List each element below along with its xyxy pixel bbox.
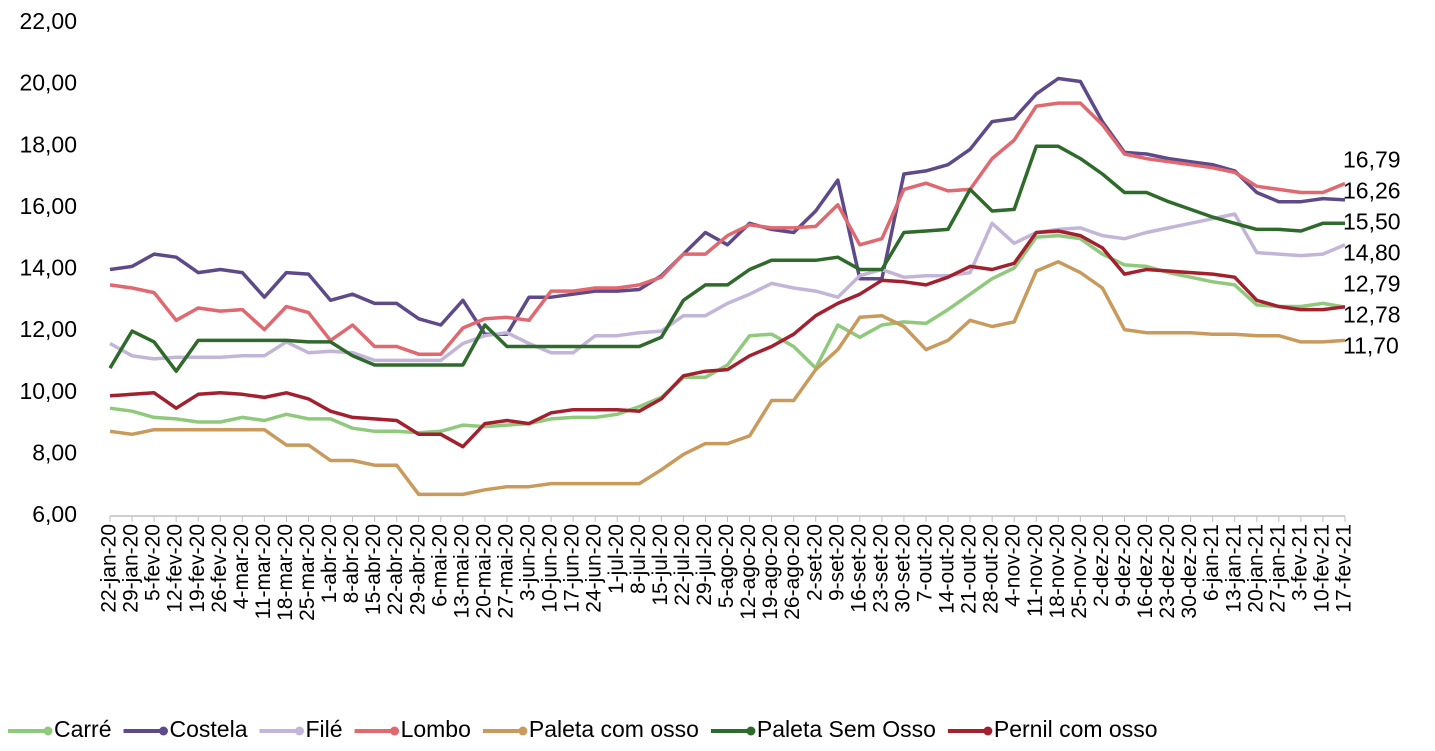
x-tick-label: 8-abr-20 bbox=[340, 524, 363, 603]
x-tick-label: 3-fev-21 bbox=[1288, 524, 1311, 601]
x-tick-label: 8-jul-20 bbox=[627, 524, 650, 594]
x-tick-label: 26-fev-20 bbox=[208, 524, 231, 613]
x-tick-label: 23-dez-20 bbox=[1156, 524, 1179, 619]
x-tick-label: 1-jul-20 bbox=[605, 524, 628, 594]
x-tick-label: 23-set-20 bbox=[869, 524, 892, 613]
x-tick-label: 29-abr-20 bbox=[406, 524, 429, 615]
x-tick-label: 15-jul-20 bbox=[649, 524, 672, 606]
legend-marker bbox=[518, 726, 528, 736]
x-tick-label: 19-ago-20 bbox=[759, 524, 782, 620]
x-tick-label: 4-nov-20 bbox=[1002, 524, 1025, 607]
x-tick-label: 4-mar-20 bbox=[230, 524, 253, 609]
end-label: 12,78 bbox=[1343, 302, 1401, 328]
x-tick-label: 12-fev-20 bbox=[164, 524, 187, 613]
x-tick-label: 24-jun-20 bbox=[583, 524, 606, 613]
end-label: 11,70 bbox=[1343, 333, 1399, 359]
series-line bbox=[108, 144, 1345, 373]
legend-marker bbox=[295, 726, 304, 736]
legend-marker bbox=[746, 726, 756, 736]
y-tick-label: 22,00 bbox=[19, 8, 77, 34]
x-tick-label: 27-mai-20 bbox=[495, 524, 518, 619]
x-tick-label: 20-jan-21 bbox=[1244, 524, 1267, 613]
x-tick-label: 30-set-20 bbox=[891, 524, 914, 613]
legend-label: Paleta com osso bbox=[529, 716, 699, 742]
x-tick-label: 16-dez-20 bbox=[1134, 524, 1157, 619]
x-tick-label: 21-out-20 bbox=[958, 524, 981, 614]
legend-marker bbox=[983, 726, 993, 736]
series-line bbox=[109, 233, 1346, 435]
x-tick-label: 12-ago-20 bbox=[737, 524, 760, 620]
x-tick-label: 15-abr-20 bbox=[362, 524, 385, 615]
x-tick-label: 1-abr-20 bbox=[318, 524, 341, 603]
x-tick-label: 22-abr-20 bbox=[384, 524, 407, 615]
x-tick-label: 13-jan-21 bbox=[1222, 524, 1245, 613]
x-tick-label: 29-jul-20 bbox=[693, 524, 716, 606]
legend-label: Paleta Sem Osso bbox=[757, 716, 936, 742]
x-tick-label: 16-set-20 bbox=[847, 524, 870, 613]
x-tick-label: 5-ago-20 bbox=[715, 524, 738, 608]
series-line bbox=[109, 229, 1346, 449]
x-tick-label: 30-dez-20 bbox=[1178, 524, 1201, 619]
series-line bbox=[109, 212, 1346, 363]
x-tick-label: 17-jun-20 bbox=[561, 524, 584, 613]
legend-marker bbox=[159, 726, 169, 736]
x-tick-label: 9-dez-20 bbox=[1112, 524, 1135, 607]
legend-label: Costela bbox=[170, 716, 248, 742]
y-tick-label: 10,00 bbox=[19, 378, 77, 404]
x-tick-label: 20-mai-20 bbox=[472, 524, 495, 619]
y-tick-label: 18,00 bbox=[19, 131, 77, 157]
x-tick-label: 14-out-20 bbox=[936, 524, 959, 614]
x-tick-label: 27-jan-21 bbox=[1266, 524, 1289, 613]
x-tick-label: 29-jan-20 bbox=[120, 524, 143, 613]
y-tick-label: 16,00 bbox=[19, 193, 77, 219]
x-tick-label: 11-mar-20 bbox=[252, 524, 275, 619]
x-tick-label: 28-out-20 bbox=[980, 524, 1003, 614]
x-tick-label: 7-out-20 bbox=[914, 524, 937, 602]
legend-label: Carré bbox=[54, 716, 112, 742]
x-tick-label: 18-nov-20 bbox=[1046, 524, 1069, 619]
legend-label: Filé bbox=[306, 716, 343, 742]
series-line bbox=[109, 260, 1346, 497]
x-tick-label: 2-set-20 bbox=[803, 524, 826, 601]
x-tick-label: 10-jun-20 bbox=[539, 524, 562, 613]
end-label: 16,79 bbox=[1343, 147, 1401, 173]
legend-marker bbox=[390, 726, 400, 736]
x-tick-label: 22-jan-20 bbox=[98, 524, 121, 613]
y-tick-label: 14,00 bbox=[19, 255, 77, 281]
series-line bbox=[109, 76, 1346, 336]
end-label: 14,80 bbox=[1343, 240, 1401, 266]
end-label: 16,26 bbox=[1343, 178, 1401, 204]
x-tick-label: 19-fev-20 bbox=[186, 524, 209, 613]
end-label: 15,50 bbox=[1343, 209, 1401, 235]
y-tick-label: 6,00 bbox=[32, 501, 77, 527]
x-tick-label: 6-mai-20 bbox=[428, 524, 451, 607]
x-tick-label: 9-set-20 bbox=[825, 524, 848, 601]
x-tick-label: 11-nov-20 bbox=[1024, 524, 1047, 617]
x-tick-label: 25-nov-20 bbox=[1068, 524, 1091, 619]
y-tick-label: 12,00 bbox=[19, 316, 77, 342]
x-tick-label: 2-dez-20 bbox=[1090, 524, 1113, 607]
x-tick-label: 25-mar-20 bbox=[296, 524, 319, 621]
legend-label: Lombo bbox=[401, 716, 471, 742]
x-tick-label: 22-jul-20 bbox=[671, 524, 694, 606]
x-tick-label: 18-mar-20 bbox=[274, 524, 297, 621]
x-tick-label: 6-jan-21 bbox=[1200, 524, 1223, 601]
x-tick-label: 3-jun-20 bbox=[517, 524, 540, 601]
legend-marker bbox=[43, 726, 53, 736]
y-tick-label: 8,00 bbox=[32, 439, 77, 465]
x-tick-label: 5-fev-20 bbox=[142, 524, 165, 601]
x-tick-label: 17-fev-21 bbox=[1333, 524, 1356, 613]
series-line bbox=[109, 101, 1346, 356]
end-label: 12,79 bbox=[1343, 271, 1401, 297]
legend-label: Pernil com osso bbox=[994, 716, 1158, 742]
x-tick-label: 13-mai-20 bbox=[450, 524, 473, 619]
x-tick-label: 10-fev-21 bbox=[1310, 524, 1333, 613]
y-tick-label: 20,00 bbox=[19, 70, 77, 96]
x-tick-label: 26-ago-20 bbox=[781, 524, 804, 620]
